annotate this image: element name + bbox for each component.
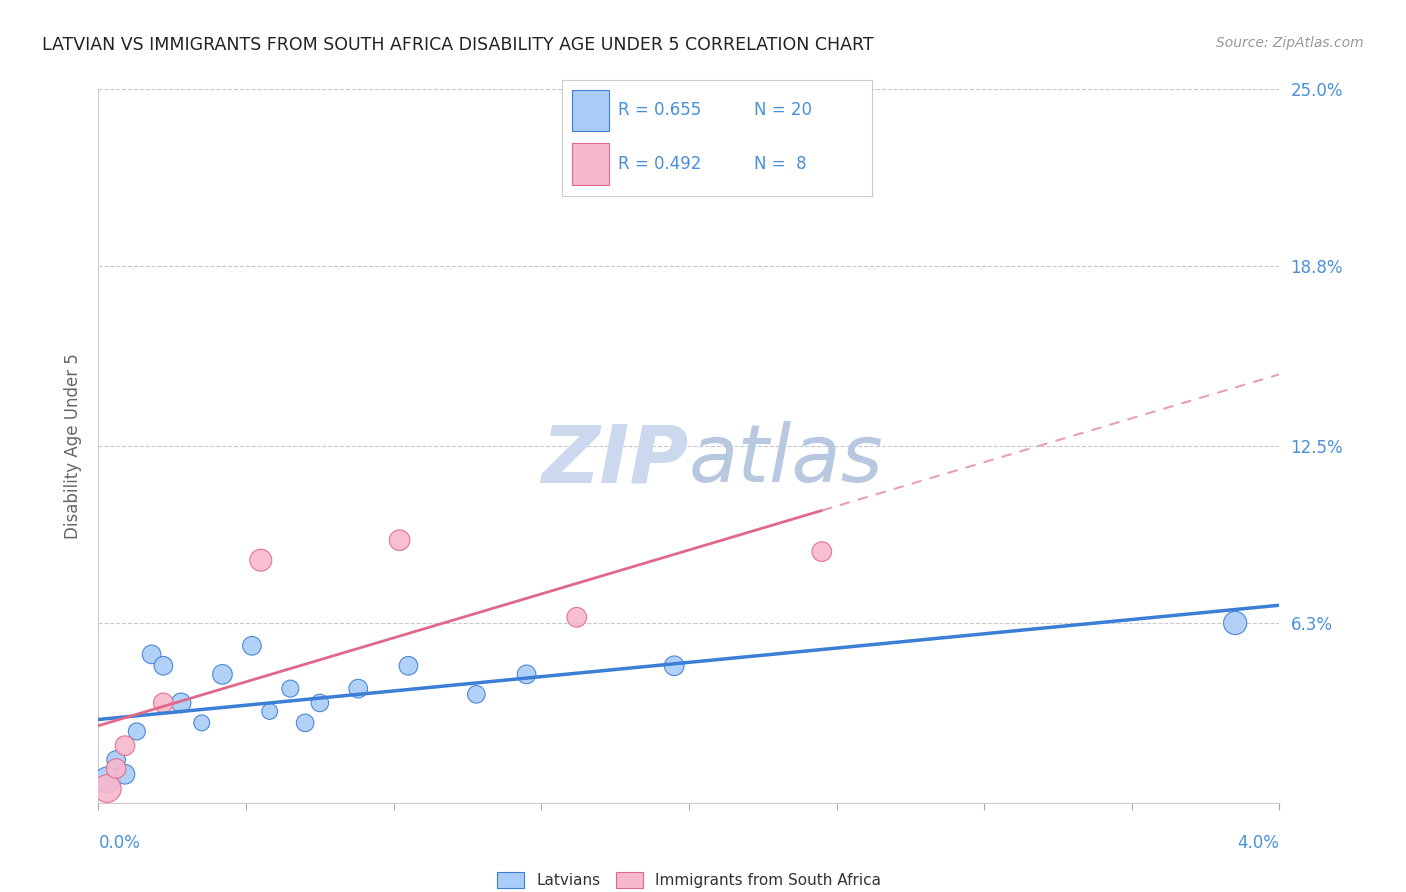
Point [152,696,174,710]
Point [347,681,370,696]
Point [565,610,588,624]
Text: ZIP: ZIP [541,421,689,500]
Point [308,696,332,710]
Point [515,667,537,681]
Text: 0.0%: 0.0% [98,834,141,852]
Point [190,715,214,730]
Point [125,724,148,739]
Point [259,705,281,719]
Point [664,658,686,673]
Point [211,667,233,681]
Point [141,648,163,662]
Point [96,772,118,787]
Text: 4.0%: 4.0% [1237,834,1279,852]
Bar [572,143,609,185]
Point [170,696,193,710]
Point [294,715,316,730]
Point [250,553,273,567]
Text: Source: ZipAtlas.com: Source: ZipAtlas.com [1216,36,1364,50]
Legend: Latvians, Immigrants from South Africa: Latvians, Immigrants from South Africa [496,872,882,888]
Text: R = 0.655: R = 0.655 [619,102,702,120]
Point [810,544,832,558]
Point [465,687,488,701]
Point [152,658,174,673]
Text: R = 0.492: R = 0.492 [619,155,702,173]
Point [105,753,128,767]
Point [96,781,118,796]
Point [105,762,128,776]
Y-axis label: Disability Age Under 5: Disability Age Under 5 [63,353,82,539]
Point [240,639,263,653]
Point [396,658,419,673]
Point [388,533,411,548]
Text: N = 20: N = 20 [754,102,813,120]
Point [1223,615,1246,630]
Text: LATVIAN VS IMMIGRANTS FROM SOUTH AFRICA DISABILITY AGE UNDER 5 CORRELATION CHART: LATVIAN VS IMMIGRANTS FROM SOUTH AFRICA … [42,36,873,54]
Text: atlas: atlas [689,421,884,500]
Point [114,767,136,781]
Text: N =  8: N = 8 [754,155,807,173]
Bar [572,89,609,131]
Point [114,739,136,753]
Point [278,681,301,696]
